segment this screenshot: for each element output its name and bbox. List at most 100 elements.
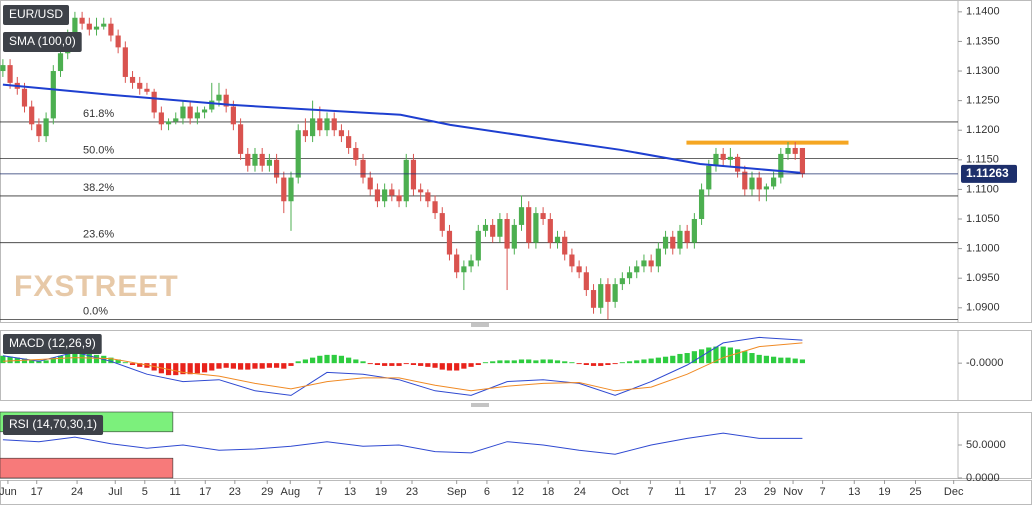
histogram-bar bbox=[706, 347, 712, 364]
candle-body bbox=[792, 147, 798, 154]
histogram-bar bbox=[360, 361, 366, 364]
x-tick-label: Oct bbox=[612, 486, 629, 498]
histogram-bar bbox=[108, 357, 114, 364]
y-tick-label: 1.1100 bbox=[966, 183, 999, 195]
candle-body bbox=[36, 124, 42, 137]
candle-body bbox=[144, 88, 150, 92]
histogram-bar bbox=[237, 363, 244, 370]
histogram-bar bbox=[50, 357, 56, 364]
candle-body bbox=[569, 254, 575, 267]
histogram-bar bbox=[511, 360, 517, 364]
candle-body bbox=[360, 159, 366, 178]
candle-body bbox=[439, 213, 445, 231]
histogram-bar bbox=[540, 359, 546, 364]
candle-body bbox=[576, 266, 582, 273]
histogram-bar bbox=[324, 354, 330, 364]
histogram-bar bbox=[432, 363, 438, 368]
histogram-bar bbox=[662, 356, 669, 364]
x-tick-label: 24 bbox=[574, 486, 586, 498]
y-tick-label: 1.1250 bbox=[966, 95, 1000, 107]
histogram-bar bbox=[605, 363, 611, 365]
candle-body bbox=[771, 177, 777, 187]
x-tick-label: Sep bbox=[447, 486, 467, 498]
histogram-bar bbox=[115, 359, 121, 364]
label-box bbox=[3, 5, 70, 25]
candle-body bbox=[72, 17, 78, 36]
y-tick-label: 0.0000 bbox=[966, 472, 1000, 484]
label-box bbox=[3, 32, 82, 52]
candle-body bbox=[187, 106, 193, 119]
histogram-bar bbox=[799, 359, 806, 364]
candle-body bbox=[57, 53, 64, 72]
candle-body bbox=[165, 121, 172, 125]
candle-body bbox=[432, 201, 438, 214]
histogram-bar bbox=[396, 363, 402, 366]
candle-body bbox=[209, 100, 215, 110]
histogram-bar bbox=[367, 363, 373, 365]
histogram-bar bbox=[756, 354, 762, 364]
candle-body bbox=[259, 153, 265, 166]
histogram-bar bbox=[173, 363, 179, 376]
candle-body bbox=[374, 189, 381, 202]
y-tick-label: 1.1000 bbox=[966, 243, 1000, 255]
candle-body bbox=[482, 224, 489, 231]
histogram-bar bbox=[497, 360, 503, 364]
panel-handle bbox=[471, 323, 489, 327]
histogram-bar bbox=[129, 363, 136, 365]
candle-body bbox=[756, 177, 762, 190]
candle-body bbox=[50, 71, 56, 119]
candle-body bbox=[7, 65, 13, 83]
candle-body bbox=[662, 236, 669, 249]
candle-body bbox=[461, 266, 467, 273]
histogram-bar bbox=[583, 363, 589, 365]
candle-body bbox=[43, 118, 49, 137]
candle-body bbox=[598, 284, 604, 308]
candle-body bbox=[173, 118, 179, 122]
candle-body bbox=[799, 147, 806, 175]
candle-body bbox=[425, 192, 431, 202]
histogram-bar bbox=[590, 363, 597, 366]
x-tick-label: 23 bbox=[734, 486, 746, 498]
histogram-bar bbox=[137, 363, 143, 367]
candle-body bbox=[540, 213, 546, 220]
histogram-bar bbox=[288, 363, 294, 366]
indicator-label: RSI (14,70,30,1) bbox=[9, 417, 97, 431]
candle-body bbox=[302, 130, 309, 137]
histogram-bar bbox=[742, 351, 748, 364]
candle-body bbox=[93, 26, 100, 30]
x-tick-label: 17 bbox=[199, 486, 211, 498]
candle-body bbox=[562, 236, 568, 255]
sma-line bbox=[2, 83, 801, 174]
histogram-bar bbox=[576, 363, 582, 365]
candle-body bbox=[252, 153, 258, 166]
candle-body bbox=[554, 236, 561, 243]
candle-body bbox=[720, 153, 726, 160]
label-box bbox=[3, 415, 104, 435]
candle-body bbox=[237, 124, 244, 154]
candle-body bbox=[706, 165, 712, 190]
candle-body bbox=[115, 35, 121, 48]
histogram-bar bbox=[382, 363, 388, 366]
histogram-bar bbox=[526, 359, 532, 364]
candle-body bbox=[346, 136, 352, 148]
histogram-bar bbox=[0, 355, 6, 364]
candle-body bbox=[317, 118, 323, 131]
x-tick-label: 17 bbox=[31, 486, 43, 498]
histogram-bar bbox=[403, 363, 409, 365]
candle-body bbox=[475, 230, 481, 261]
fib-label: 61.8% bbox=[83, 108, 114, 120]
candle-body bbox=[180, 106, 186, 119]
candle-body bbox=[648, 260, 654, 267]
candle-body bbox=[677, 230, 683, 249]
histogram-bar bbox=[252, 363, 258, 369]
histogram-bar bbox=[533, 360, 539, 364]
histogram-bar bbox=[771, 356, 777, 364]
candle-body bbox=[634, 266, 640, 273]
histogram-bar bbox=[331, 354, 337, 364]
candle-body bbox=[230, 106, 236, 125]
histogram-bar bbox=[346, 357, 352, 364]
candle-body bbox=[490, 224, 496, 237]
histogram-bar bbox=[778, 357, 784, 364]
candle-body bbox=[273, 159, 280, 178]
histogram-bar bbox=[554, 360, 561, 364]
